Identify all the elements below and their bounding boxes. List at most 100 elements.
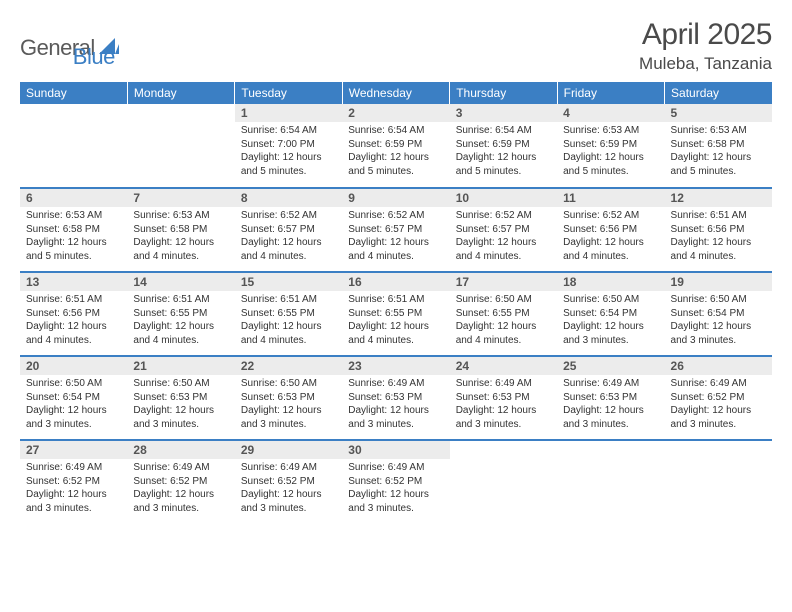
- day-cell: 30Sunrise: 6:49 AMSunset: 6:52 PMDayligh…: [342, 440, 449, 524]
- day-cell: 6Sunrise: 6:53 AMSunset: 6:58 PMDaylight…: [20, 188, 127, 272]
- day-cell: 13Sunrise: 6:51 AMSunset: 6:56 PMDayligh…: [20, 272, 127, 356]
- day-number: 14: [127, 273, 234, 291]
- day-number: 19: [665, 273, 772, 291]
- day-cell: 15Sunrise: 6:51 AMSunset: 6:55 PMDayligh…: [235, 272, 342, 356]
- day-cell: 27Sunrise: 6:49 AMSunset: 6:52 PMDayligh…: [20, 440, 127, 524]
- day-body: Sunrise: 6:54 AMSunset: 6:59 PMDaylight:…: [342, 122, 449, 182]
- week-row: 1Sunrise: 6:54 AMSunset: 7:00 PMDaylight…: [20, 104, 772, 188]
- day-body: Sunrise: 6:49 AMSunset: 6:53 PMDaylight:…: [450, 375, 557, 435]
- col-thursday: Thursday: [450, 82, 557, 104]
- day-cell: 22Sunrise: 6:50 AMSunset: 6:53 PMDayligh…: [235, 356, 342, 440]
- day-number: 9: [342, 189, 449, 207]
- location: Muleba, Tanzania: [639, 54, 772, 74]
- day-cell: [557, 440, 664, 524]
- day-body: Sunrise: 6:54 AMSunset: 7:00 PMDaylight:…: [235, 122, 342, 182]
- day-cell: 11Sunrise: 6:52 AMSunset: 6:56 PMDayligh…: [557, 188, 664, 272]
- day-number: 11: [557, 189, 664, 207]
- day-number: 8: [235, 189, 342, 207]
- day-cell: [20, 104, 127, 188]
- day-cell: 19Sunrise: 6:50 AMSunset: 6:54 PMDayligh…: [665, 272, 772, 356]
- day-body: Sunrise: 6:50 AMSunset: 6:54 PMDaylight:…: [665, 291, 772, 351]
- day-number: 28: [127, 441, 234, 459]
- day-cell: 3Sunrise: 6:54 AMSunset: 6:59 PMDaylight…: [450, 104, 557, 188]
- day-body: Sunrise: 6:52 AMSunset: 6:56 PMDaylight:…: [557, 207, 664, 267]
- header: General Blue April 2025 Muleba, Tanzania: [20, 18, 772, 74]
- day-body: Sunrise: 6:50 AMSunset: 6:54 PMDaylight:…: [20, 375, 127, 435]
- day-number: 23: [342, 357, 449, 375]
- day-cell: 25Sunrise: 6:49 AMSunset: 6:53 PMDayligh…: [557, 356, 664, 440]
- col-wednesday: Wednesday: [342, 82, 449, 104]
- day-body: Sunrise: 6:53 AMSunset: 6:58 PMDaylight:…: [665, 122, 772, 182]
- day-cell: 17Sunrise: 6:50 AMSunset: 6:55 PMDayligh…: [450, 272, 557, 356]
- day-number: 20: [20, 357, 127, 375]
- day-body: Sunrise: 6:53 AMSunset: 6:58 PMDaylight:…: [20, 207, 127, 267]
- day-body: Sunrise: 6:51 AMSunset: 6:55 PMDaylight:…: [127, 291, 234, 351]
- day-number: 16: [342, 273, 449, 291]
- week-row: 6Sunrise: 6:53 AMSunset: 6:58 PMDaylight…: [20, 188, 772, 272]
- title-block: April 2025 Muleba, Tanzania: [639, 18, 772, 74]
- day-body: Sunrise: 6:49 AMSunset: 6:52 PMDaylight:…: [342, 459, 449, 519]
- day-cell: [127, 104, 234, 188]
- day-body: Sunrise: 6:51 AMSunset: 6:56 PMDaylight:…: [20, 291, 127, 351]
- day-body: Sunrise: 6:51 AMSunset: 6:56 PMDaylight:…: [665, 207, 772, 267]
- day-number: 26: [665, 357, 772, 375]
- day-cell: 12Sunrise: 6:51 AMSunset: 6:56 PMDayligh…: [665, 188, 772, 272]
- day-number: 7: [127, 189, 234, 207]
- day-number: 10: [450, 189, 557, 207]
- day-number: 18: [557, 273, 664, 291]
- day-cell: 18Sunrise: 6:50 AMSunset: 6:54 PMDayligh…: [557, 272, 664, 356]
- day-body: Sunrise: 6:51 AMSunset: 6:55 PMDaylight:…: [342, 291, 449, 351]
- day-body: Sunrise: 6:49 AMSunset: 6:52 PMDaylight:…: [665, 375, 772, 435]
- day-body: Sunrise: 6:49 AMSunset: 6:52 PMDaylight:…: [20, 459, 127, 519]
- week-row: 27Sunrise: 6:49 AMSunset: 6:52 PMDayligh…: [20, 440, 772, 524]
- day-body: Sunrise: 6:50 AMSunset: 6:53 PMDaylight:…: [235, 375, 342, 435]
- day-cell: 20Sunrise: 6:50 AMSunset: 6:54 PMDayligh…: [20, 356, 127, 440]
- day-cell: 1Sunrise: 6:54 AMSunset: 7:00 PMDaylight…: [235, 104, 342, 188]
- day-cell: 2Sunrise: 6:54 AMSunset: 6:59 PMDaylight…: [342, 104, 449, 188]
- col-friday: Friday: [557, 82, 664, 104]
- day-body: Sunrise: 6:53 AMSunset: 6:58 PMDaylight:…: [127, 207, 234, 267]
- day-number: 17: [450, 273, 557, 291]
- day-cell: 5Sunrise: 6:53 AMSunset: 6:58 PMDaylight…: [665, 104, 772, 188]
- day-number: 29: [235, 441, 342, 459]
- col-monday: Monday: [127, 82, 234, 104]
- day-body: Sunrise: 6:52 AMSunset: 6:57 PMDaylight:…: [450, 207, 557, 267]
- day-number: 1: [235, 104, 342, 122]
- day-body: Sunrise: 6:50 AMSunset: 6:54 PMDaylight:…: [557, 291, 664, 351]
- week-row: 13Sunrise: 6:51 AMSunset: 6:56 PMDayligh…: [20, 272, 772, 356]
- day-number: 21: [127, 357, 234, 375]
- day-number: 25: [557, 357, 664, 375]
- week-row: 20Sunrise: 6:50 AMSunset: 6:54 PMDayligh…: [20, 356, 772, 440]
- day-cell: [450, 440, 557, 524]
- brand-part2: Blue: [73, 44, 115, 70]
- day-number: 12: [665, 189, 772, 207]
- day-body: Sunrise: 6:49 AMSunset: 6:53 PMDaylight:…: [342, 375, 449, 435]
- day-body: Sunrise: 6:52 AMSunset: 6:57 PMDaylight:…: [235, 207, 342, 267]
- day-number: 30: [342, 441, 449, 459]
- day-body: Sunrise: 6:50 AMSunset: 6:53 PMDaylight:…: [127, 375, 234, 435]
- day-number: 3: [450, 104, 557, 122]
- day-body: Sunrise: 6:49 AMSunset: 6:53 PMDaylight:…: [557, 375, 664, 435]
- weekday-header-row: Sunday Monday Tuesday Wednesday Thursday…: [20, 82, 772, 104]
- day-body: Sunrise: 6:49 AMSunset: 6:52 PMDaylight:…: [235, 459, 342, 519]
- day-body: Sunrise: 6:54 AMSunset: 6:59 PMDaylight:…: [450, 122, 557, 182]
- day-cell: 24Sunrise: 6:49 AMSunset: 6:53 PMDayligh…: [450, 356, 557, 440]
- day-number: 5: [665, 104, 772, 122]
- day-number: 4: [557, 104, 664, 122]
- day-cell: 7Sunrise: 6:53 AMSunset: 6:58 PMDaylight…: [127, 188, 234, 272]
- day-cell: [665, 440, 772, 524]
- day-cell: 26Sunrise: 6:49 AMSunset: 6:52 PMDayligh…: [665, 356, 772, 440]
- day-number: 15: [235, 273, 342, 291]
- col-sunday: Sunday: [20, 82, 127, 104]
- day-number: 22: [235, 357, 342, 375]
- day-cell: 8Sunrise: 6:52 AMSunset: 6:57 PMDaylight…: [235, 188, 342, 272]
- day-body: Sunrise: 6:52 AMSunset: 6:57 PMDaylight:…: [342, 207, 449, 267]
- day-number: 13: [20, 273, 127, 291]
- day-cell: 29Sunrise: 6:49 AMSunset: 6:52 PMDayligh…: [235, 440, 342, 524]
- day-body: Sunrise: 6:51 AMSunset: 6:55 PMDaylight:…: [235, 291, 342, 351]
- day-body: Sunrise: 6:50 AMSunset: 6:55 PMDaylight:…: [450, 291, 557, 351]
- day-cell: 9Sunrise: 6:52 AMSunset: 6:57 PMDaylight…: [342, 188, 449, 272]
- day-cell: 4Sunrise: 6:53 AMSunset: 6:59 PMDaylight…: [557, 104, 664, 188]
- day-number: 27: [20, 441, 127, 459]
- day-cell: 28Sunrise: 6:49 AMSunset: 6:52 PMDayligh…: [127, 440, 234, 524]
